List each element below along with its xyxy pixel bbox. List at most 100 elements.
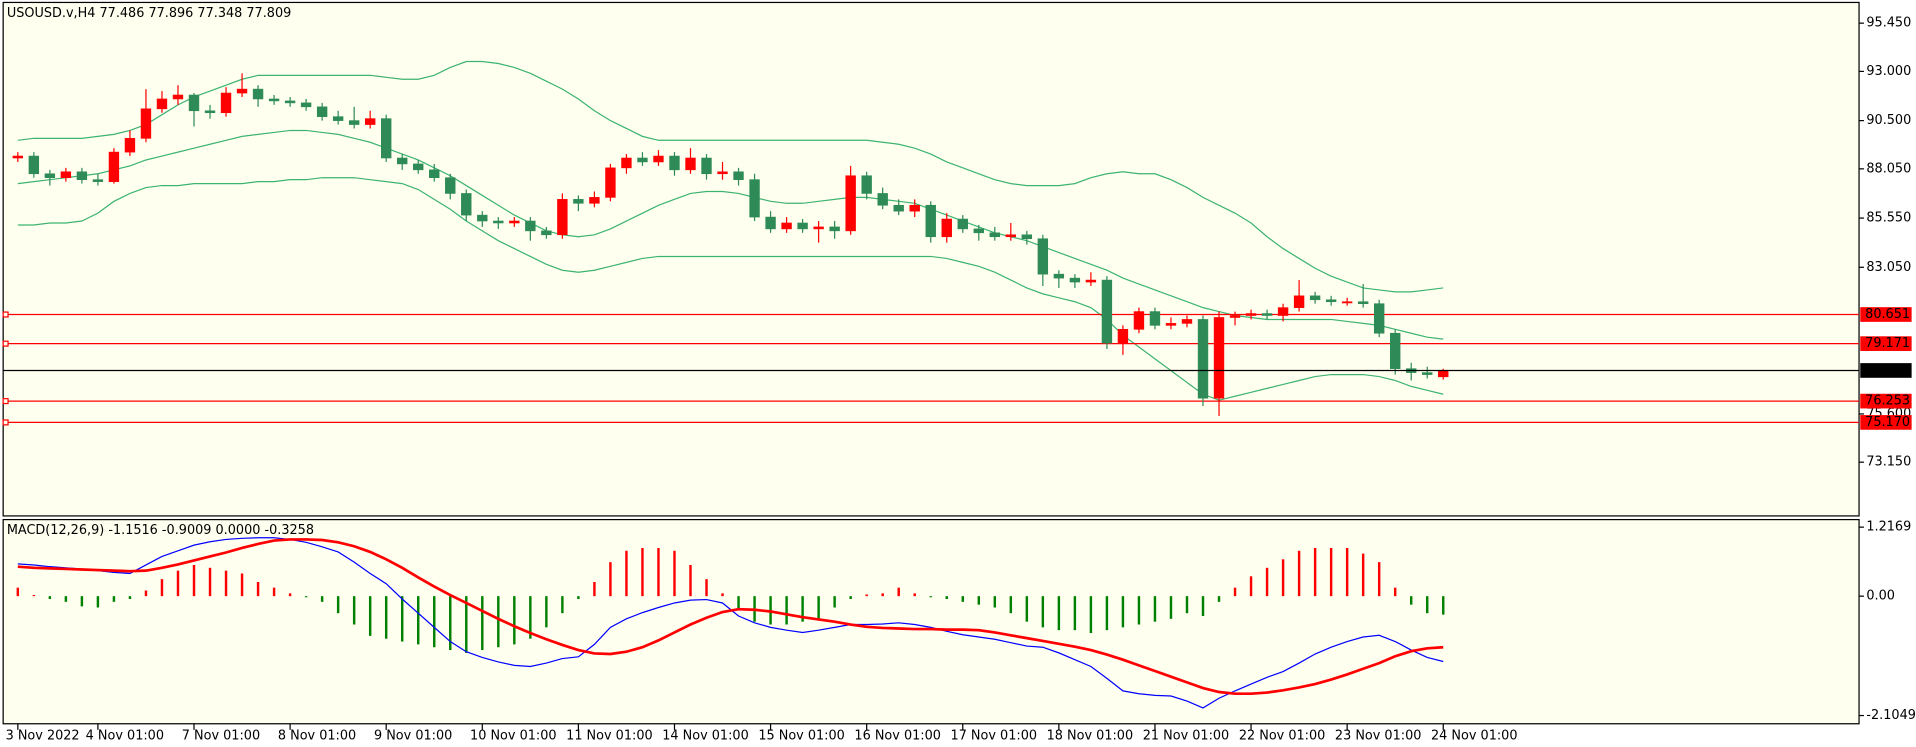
price-label-box — [1860, 363, 1912, 378]
candle-body — [813, 226, 824, 230]
candle-body — [733, 171, 744, 180]
candle-body — [477, 214, 488, 222]
candle-body — [1053, 273, 1065, 279]
price-title: USOUSD.v,H4 77.486 77.896 77.348 77.809 — [7, 6, 291, 21]
candle-body — [1309, 295, 1321, 301]
candle-body — [44, 173, 56, 179]
candle-body — [300, 102, 312, 108]
x-tick-label: 4 Nov 01:00 — [86, 728, 164, 743]
candle-body — [749, 179, 760, 218]
x-tick-label: 3 Nov 2022 — [6, 728, 80, 743]
candle-body — [1341, 301, 1353, 304]
macd-panel — [2, 518, 1860, 725]
candle-body — [28, 155, 40, 175]
x-tick-label: 9 Nov 01:00 — [374, 728, 452, 743]
candle-body — [445, 177, 456, 194]
y-tick-label: 83.050 — [1866, 260, 1911, 275]
candle-body — [1005, 234, 1017, 238]
x-tick-label: 16 Nov 01:00 — [854, 728, 940, 743]
candle-body — [1101, 279, 1113, 344]
candle-body — [957, 218, 968, 230]
candle-body — [509, 220, 520, 224]
candle-body — [172, 94, 184, 100]
y-tick-label: 73.150 — [1866, 455, 1911, 470]
level-handle — [2, 340, 9, 347]
candle-body — [909, 204, 920, 212]
candle-body — [797, 222, 808, 230]
level-label-box — [1860, 307, 1912, 322]
candle-body — [60, 171, 72, 179]
candle-body — [1133, 311, 1145, 330]
y-tick-label: -2.1049 — [1866, 708, 1916, 723]
candle-body — [989, 232, 1000, 238]
macd-title: MACD(12,26,9) -1.1516 -0.9009 0.0000 -0.… — [7, 523, 314, 538]
candle-body — [1117, 328, 1129, 344]
level-handle — [2, 311, 9, 318]
candle-body — [493, 220, 504, 224]
level-label-box — [1860, 415, 1912, 430]
candle-body — [1293, 295, 1305, 308]
candle-body — [1438, 370, 1449, 378]
candle-body — [268, 98, 280, 102]
candle-body — [685, 157, 696, 171]
candle-body — [1181, 319, 1193, 324]
candle-body — [364, 118, 376, 125]
candle-body — [845, 175, 856, 232]
candle-body — [429, 169, 440, 179]
candle-body — [1149, 311, 1161, 326]
candle-body — [140, 108, 152, 139]
x-tick-label: 17 Nov 01:00 — [951, 728, 1037, 743]
candle-body — [973, 228, 984, 234]
x-tick-label: 10 Nov 01:00 — [470, 728, 556, 743]
candle-body — [701, 157, 712, 175]
candle-body — [397, 157, 408, 165]
y-tick-label: 93.000 — [1866, 64, 1911, 79]
candle-body — [765, 216, 776, 230]
level-label: 75.170 — [1865, 415, 1910, 430]
candle-body — [252, 88, 264, 100]
candle-body — [1085, 279, 1097, 283]
candle-body — [1277, 307, 1289, 316]
price-panel — [2, 1, 1860, 517]
candle-body — [316, 106, 328, 117]
candle-body — [1213, 317, 1225, 399]
candle-body — [605, 167, 616, 198]
candle-body — [381, 118, 392, 159]
candle-body — [829, 226, 840, 232]
y-tick-label: 90.500 — [1866, 113, 1911, 128]
level-label: 76.253 — [1865, 394, 1910, 409]
candle-body — [124, 138, 136, 153]
candle-body — [781, 222, 792, 230]
x-tick-label: 14 Nov 01:00 — [662, 728, 748, 743]
candle-body — [413, 163, 424, 171]
candle-body — [525, 220, 536, 232]
candle-body — [1390, 332, 1401, 369]
y-tick-label: 0.00 — [1866, 589, 1895, 604]
candle-body — [76, 171, 88, 180]
x-tick-label: 24 Nov 01:00 — [1431, 728, 1517, 743]
candle-body — [861, 175, 872, 194]
candle-body — [220, 92, 232, 114]
candle-body — [1325, 299, 1337, 303]
candle-body — [92, 179, 104, 182]
candle-body — [1245, 313, 1257, 316]
candle-body — [1261, 313, 1273, 316]
candle-body — [332, 116, 344, 121]
candle-body — [637, 157, 648, 163]
y-tick-label: 1.2169 — [1866, 520, 1911, 535]
candle-body — [108, 151, 120, 182]
candle-body — [284, 100, 296, 104]
bollinger-band — [17, 129, 1444, 340]
candle-body — [1021, 234, 1033, 240]
x-tick-label: 23 Nov 01:00 — [1335, 728, 1421, 743]
level-handle — [2, 419, 9, 426]
candle-body — [1373, 303, 1385, 334]
x-tick-label: 15 Nov 01:00 — [758, 728, 844, 743]
macd-line — [17, 538, 1444, 696]
candle-body — [653, 155, 664, 163]
x-tick-label: 11 Nov 01:00 — [566, 728, 652, 743]
candle-body — [188, 94, 200, 112]
candle-body — [236, 88, 248, 94]
level-label-box — [1860, 336, 1912, 351]
